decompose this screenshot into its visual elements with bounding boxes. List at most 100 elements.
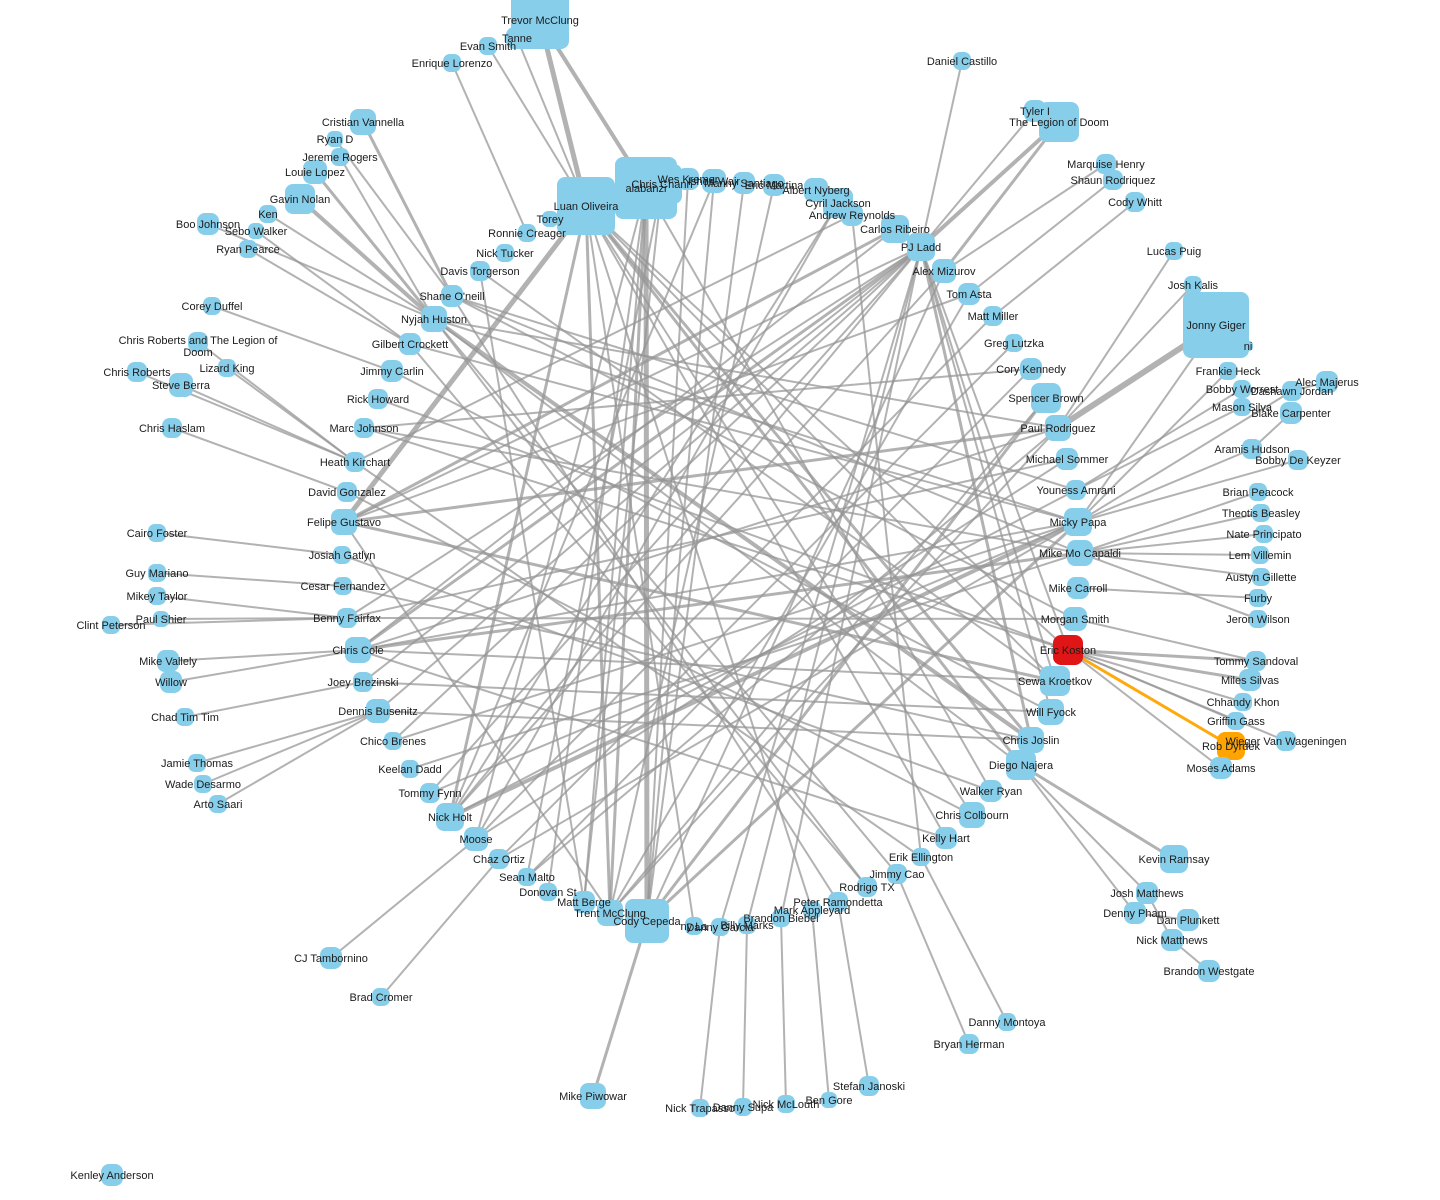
node-cyril-jackson[interactable] <box>823 188 853 218</box>
node-marc-johnson[interactable] <box>354 418 374 438</box>
node-danny-garcia[interactable] <box>711 918 729 936</box>
node-albert-nyberg[interactable] <box>804 178 828 202</box>
node-evan-smith[interactable] <box>479 37 497 55</box>
node-blake-carpenter[interactable] <box>1280 402 1302 424</box>
node-peter-ramondetta[interactable] <box>828 892 848 912</box>
node-mike-vallely[interactable] <box>157 650 179 672</box>
node-daniel-castillo[interactable] <box>953 52 971 70</box>
node-cairo-foster[interactable] <box>148 524 166 542</box>
node-will-fyock[interactable] <box>1038 699 1064 725</box>
node-rick-howard[interactable] <box>368 389 388 409</box>
node-chris-colbourn[interactable] <box>959 802 985 828</box>
node-nick-tucker[interactable] <box>496 244 514 262</box>
node-denny-pham[interactable] <box>1124 902 1146 924</box>
node-gilbert-crockett[interactable] <box>399 333 421 355</box>
node-tommy-fynn[interactable] <box>420 783 440 803</box>
node-tanner[interactable] <box>506 27 528 49</box>
node-hidden-ni[interactable] <box>1243 341 1253 351</box>
node-youness-amrani[interactable] <box>1066 480 1086 500</box>
node-austyn-gillette[interactable] <box>1252 568 1270 586</box>
node-felipe-gustavo[interactable] <box>331 509 357 535</box>
node-erik-ellington[interactable] <box>912 848 930 866</box>
node-sewa-kroetkov[interactable] <box>1040 666 1070 696</box>
node-luan-oliveira[interactable] <box>557 177 615 235</box>
node-gavin-nolan[interactable] <box>285 184 315 214</box>
node-stefan-janoski[interactable] <box>859 1076 879 1096</box>
node-kevin-ramsay[interactable] <box>1160 845 1188 873</box>
node-wes-kremer[interactable] <box>677 168 699 190</box>
node-alex-mizurov[interactable] <box>932 259 956 283</box>
node-keelan-dadd[interactable] <box>401 760 419 778</box>
node-shane-oneill[interactable] <box>441 285 463 307</box>
node-matt-miller[interactable] <box>983 306 1003 326</box>
node-donovan-strain[interactable] <box>539 883 557 901</box>
node-micky-papa[interactable] <box>1064 508 1092 536</box>
node-dashawn-jordan[interactable] <box>1282 381 1302 401</box>
node-brandon-westgate[interactable] <box>1198 960 1220 982</box>
node-chris-cole[interactable] <box>345 637 371 663</box>
node-ben-gore[interactable] <box>821 1092 837 1108</box>
node-michael-sommer[interactable] <box>1056 448 1078 470</box>
node-chico-brenes[interactable] <box>384 732 402 750</box>
node-marquise-henry[interactable] <box>1096 154 1116 174</box>
node-paul-shier[interactable] <box>153 611 169 627</box>
node-walker-ryan[interactable] <box>980 780 1002 802</box>
node-moses-adams[interactable] <box>1210 757 1232 779</box>
node-joey-brezinski[interactable] <box>353 672 373 692</box>
node-matt-berger[interactable] <box>573 891 595 913</box>
node-billy-marks[interactable] <box>738 916 756 934</box>
node-kelly-hart[interactable] <box>935 827 957 849</box>
node-jeron-wilson[interactable] <box>1249 610 1267 628</box>
node-heath-kirchart[interactable] <box>345 452 365 472</box>
node-cody-cepeda[interactable] <box>625 899 669 943</box>
node-diego-najera[interactable] <box>1006 750 1036 780</box>
node-jimmy-carlin[interactable] <box>381 360 403 382</box>
node-danny-supa[interactable] <box>734 1098 752 1116</box>
node-lizard-king[interactable] <box>218 359 236 377</box>
node-chris-haslam[interactable] <box>162 418 182 438</box>
node-louie-lopez[interactable] <box>303 160 327 184</box>
node-david-gonzalez[interactable] <box>337 482 357 502</box>
node-willow[interactable] <box>160 671 182 693</box>
node-theotis-beasley[interactable] <box>1252 504 1270 522</box>
node-tom-asta[interactable] <box>958 283 980 305</box>
node-torey[interactable] <box>542 211 558 227</box>
node-wade-desarmo[interactable] <box>194 775 212 793</box>
node-cristian-vannella[interactable] <box>350 109 376 135</box>
node-danny-montoya[interactable] <box>998 1013 1016 1031</box>
node-shaun-rodriquez[interactable] <box>1103 170 1123 190</box>
node-josh-matthews[interactable] <box>1136 882 1158 904</box>
node-chhandy-khon[interactable] <box>1234 693 1252 711</box>
node-arto-saari[interactable] <box>209 795 227 813</box>
node-tommy-sandoval[interactable] <box>1246 651 1266 671</box>
node-nate-principato[interactable] <box>1255 525 1273 543</box>
node-alabanzi[interactable] <box>615 157 677 219</box>
node-dan-plunkett[interactable] <box>1177 909 1199 931</box>
node-chris-joslin[interactable] <box>1018 727 1044 753</box>
node-eric-martina[interactable] <box>763 174 785 196</box>
node-griffin-gass[interactable] <box>1227 712 1245 730</box>
node-cj-tambornino[interactable] <box>320 947 342 969</box>
node-ken[interactable] <box>259 205 277 223</box>
node-nick-mclouth[interactable] <box>777 1095 795 1113</box>
node-bobby-de-keyzer[interactable] <box>1288 450 1308 470</box>
node-spencer-brown[interactable] <box>1031 383 1061 413</box>
node-nick-holt[interactable] <box>436 803 464 831</box>
node-rob-dyrdek[interactable] <box>1217 732 1245 760</box>
node-chris-roberts[interactable] <box>127 362 147 382</box>
node-morgan-smith[interactable] <box>1063 607 1087 631</box>
node-sebo-walker[interactable] <box>248 223 264 239</box>
node-ny-la[interactable] <box>685 917 703 935</box>
node-clint-peterson[interactable] <box>102 616 120 634</box>
node-manny-santiago[interactable] <box>733 172 755 194</box>
node-steve-berra[interactable] <box>169 373 193 397</box>
node-brian-peacock[interactable] <box>1249 483 1267 501</box>
node-nick-matthews[interactable] <box>1161 929 1183 951</box>
node-corey-duffel[interactable] <box>203 297 221 315</box>
node-miles-silvas[interactable] <box>1239 669 1261 691</box>
node-josiah-gatlyn[interactable] <box>333 546 351 564</box>
node-brandon-biebel[interactable] <box>772 909 790 927</box>
node-paul-rodriguez[interactable] <box>1045 415 1071 441</box>
node-jonny-giger[interactable] <box>1183 292 1249 358</box>
node-benny-fairfax[interactable] <box>337 608 357 628</box>
